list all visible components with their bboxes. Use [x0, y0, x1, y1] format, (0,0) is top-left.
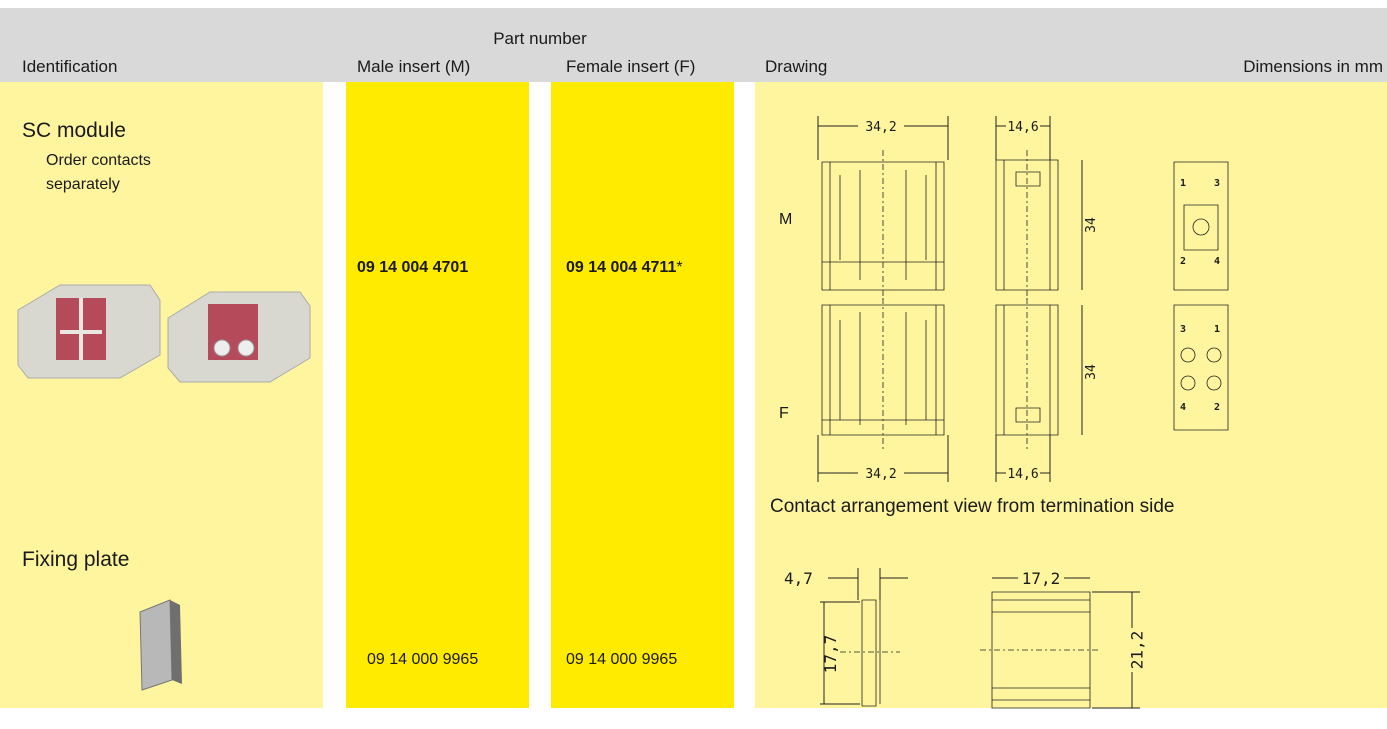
header-column: Male insert (M): [357, 57, 470, 76]
drawing-column: [755, 82, 1387, 708]
drawing-caption: Contact arrangement view from terminatio…: [770, 496, 1174, 517]
dimension: 17,7: [821, 635, 840, 674]
male-part-number: 09 14 000 9965: [367, 651, 478, 668]
header-column: Identification: [22, 57, 117, 76]
dimension: 34,2: [865, 120, 896, 135]
pin-number: 1: [1180, 178, 1186, 189]
pin-number: 2: [1180, 256, 1186, 267]
female-number: 09 14 004 4711: [566, 259, 676, 276]
male-column: [346, 82, 529, 708]
row-title: Fixing plate: [22, 548, 129, 571]
dimension: 34,2: [865, 467, 896, 482]
header-column: Dimensions in mm: [1243, 57, 1383, 76]
pin-number: 4: [1214, 256, 1220, 267]
header-column: Female insert (F): [566, 57, 695, 76]
male-part-number: 09 14 004 4701: [357, 259, 468, 276]
female-part-number: 09 14 000 9965: [566, 651, 677, 668]
technical-drawing: 4,7 17,7 17,2 21,2: [784, 568, 1147, 709]
pin-number: 4: [1180, 402, 1186, 413]
footnote-mark: *: [676, 259, 682, 276]
row-note: separately: [46, 176, 120, 193]
technical-drawing: M F 34,2 14,6 34 1 3 2 4 34 3: [779, 116, 1229, 482]
pin-number: 1: [1214, 324, 1220, 335]
dimension: 14,6: [1007, 467, 1038, 482]
drawing-label: F: [779, 405, 789, 422]
dimension: 14,6: [1007, 120, 1038, 135]
dimension: 34: [1084, 217, 1099, 233]
header-column: Drawing: [765, 57, 827, 76]
female-part-number: 09 14 004 4711*: [566, 259, 683, 276]
row-title: SC module: [22, 119, 126, 142]
product-photo: [17, 284, 311, 383]
product-photo: [139, 599, 182, 691]
dimension: 21,2: [1128, 631, 1147, 670]
dimension: 17,2: [1022, 569, 1061, 588]
header-band: [0, 8, 1387, 82]
header-part-number: Part number: [493, 29, 587, 48]
drawing-label: M: [779, 211, 792, 228]
pin-number: 2: [1214, 402, 1220, 413]
female-column: [551, 82, 734, 708]
dimension: 4,7: [784, 569, 813, 588]
dimension: 34: [1084, 364, 1099, 380]
row-note: Order contacts: [46, 152, 151, 169]
pin-number: 3: [1214, 178, 1220, 189]
pin-number: 3: [1180, 324, 1186, 335]
